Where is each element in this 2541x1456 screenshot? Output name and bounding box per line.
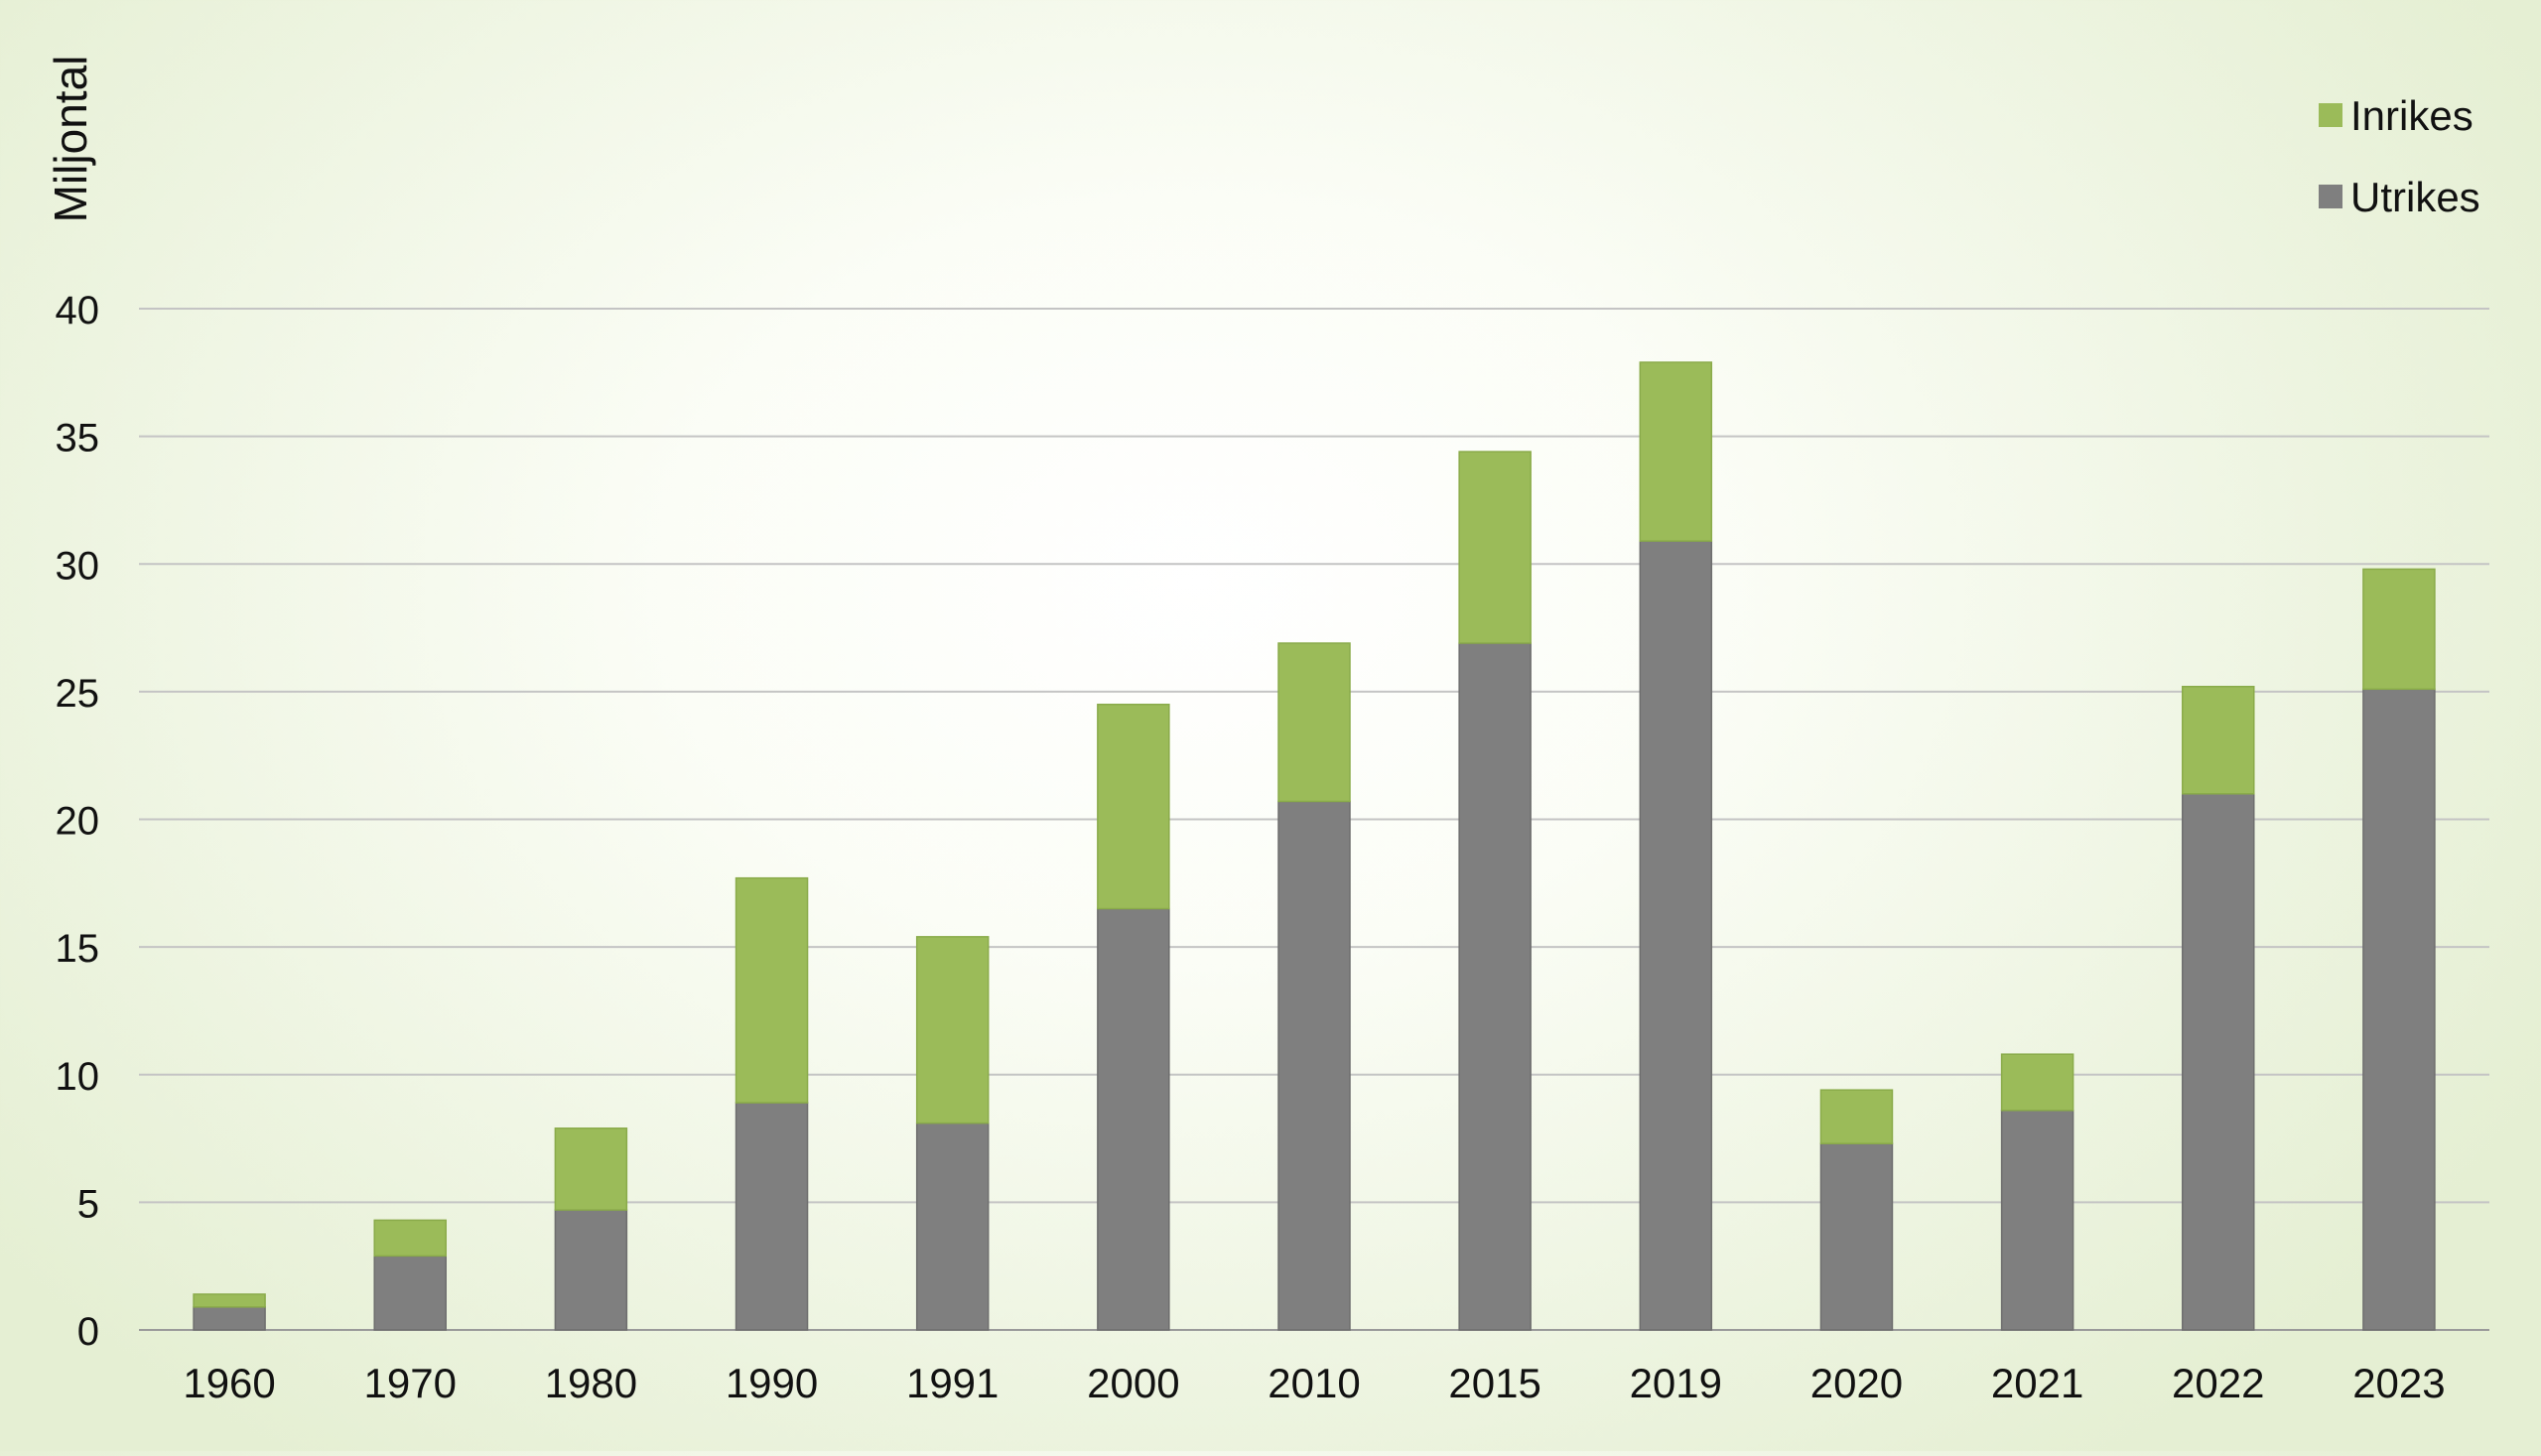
bar-inrikes-2000 xyxy=(1097,703,1170,910)
x-tick-label: 1970 xyxy=(364,1360,457,1406)
bar-inrikes-2010 xyxy=(1277,642,1351,803)
y-tick-label: 5 xyxy=(77,1182,99,1226)
bar-inrikes-1960 xyxy=(193,1293,266,1308)
bar-utrikes-2015 xyxy=(1458,642,1532,1331)
bar-inrikes-2020 xyxy=(1819,1089,1894,1144)
bar-utrikes-2019 xyxy=(1639,540,1713,1331)
bar-inrikes-2021 xyxy=(2000,1053,2074,1112)
x-tick-label: 2000 xyxy=(1087,1360,1179,1406)
bar-inrikes-1970 xyxy=(373,1219,447,1257)
y-tick-label: 0 xyxy=(77,1310,99,1354)
x-tick-label: 2015 xyxy=(1448,1360,1540,1406)
x-tick-label: 2019 xyxy=(1630,1360,1722,1406)
y-tick-label: 40 xyxy=(56,289,100,332)
y-tick-label: 15 xyxy=(56,927,100,971)
y-tick-label: 25 xyxy=(56,672,100,716)
legend-swatch-utrikes xyxy=(2319,185,2342,208)
bar-utrikes-2000 xyxy=(1097,907,1170,1331)
y-axis-ticks: 0 5 10 15 20 25 30 35 40 xyxy=(56,289,100,1354)
bar-inrikes-2023 xyxy=(2362,568,2436,691)
bar-inrikes-1990 xyxy=(735,876,809,1104)
bar-utrikes-1990 xyxy=(735,1102,809,1331)
x-tick-label: 1991 xyxy=(906,1360,999,1406)
y-tick-label: 35 xyxy=(56,417,100,461)
bar-utrikes-1960 xyxy=(193,1306,266,1331)
bar-utrikes-1980 xyxy=(554,1209,628,1331)
bar-inrikes-1980 xyxy=(554,1127,628,1211)
bars xyxy=(193,361,2436,1331)
x-tick-label: 1990 xyxy=(726,1360,818,1406)
bar-utrikes-1970 xyxy=(373,1255,447,1331)
y-tick-label: 20 xyxy=(56,800,100,844)
y-tick-label: 30 xyxy=(56,544,100,588)
legend-label-inrikes: Inrikes xyxy=(2350,92,2474,139)
x-tick-label: 2022 xyxy=(2172,1360,2264,1406)
x-tick-label: 2023 xyxy=(2352,1360,2445,1406)
x-tick-label: 2020 xyxy=(1810,1360,1903,1406)
y-tick-label: 10 xyxy=(56,1055,100,1099)
legend: Inrikes Utrikes xyxy=(2319,92,2480,220)
bar-inrikes-2022 xyxy=(2182,685,2255,795)
bar-utrikes-1991 xyxy=(915,1122,990,1331)
y-axis-label: Miljontal xyxy=(45,56,96,223)
x-tick-label: 2010 xyxy=(1268,1360,1360,1406)
legend-swatch-inrikes xyxy=(2319,103,2342,127)
legend-label-utrikes: Utrikes xyxy=(2350,174,2480,220)
bar-utrikes-2023 xyxy=(2362,688,2436,1331)
x-axis-ticks: 1960 1970 1980 1990 1991 2000 2010 2015 2019 2020… xyxy=(183,1360,2445,1406)
bar-inrikes-2015 xyxy=(1458,451,1532,644)
bar-utrikes-2021 xyxy=(2000,1110,2074,1331)
x-tick-label: 2021 xyxy=(1991,1360,2083,1406)
bar-utrikes-2022 xyxy=(2182,793,2255,1331)
bar-inrikes-2019 xyxy=(1639,361,1713,542)
bar-utrikes-2020 xyxy=(1819,1142,1894,1331)
x-tick-label: 1960 xyxy=(183,1360,275,1406)
bar-inrikes-1991 xyxy=(915,936,990,1125)
x-tick-label: 1980 xyxy=(545,1360,637,1406)
bar-utrikes-2010 xyxy=(1277,800,1351,1331)
